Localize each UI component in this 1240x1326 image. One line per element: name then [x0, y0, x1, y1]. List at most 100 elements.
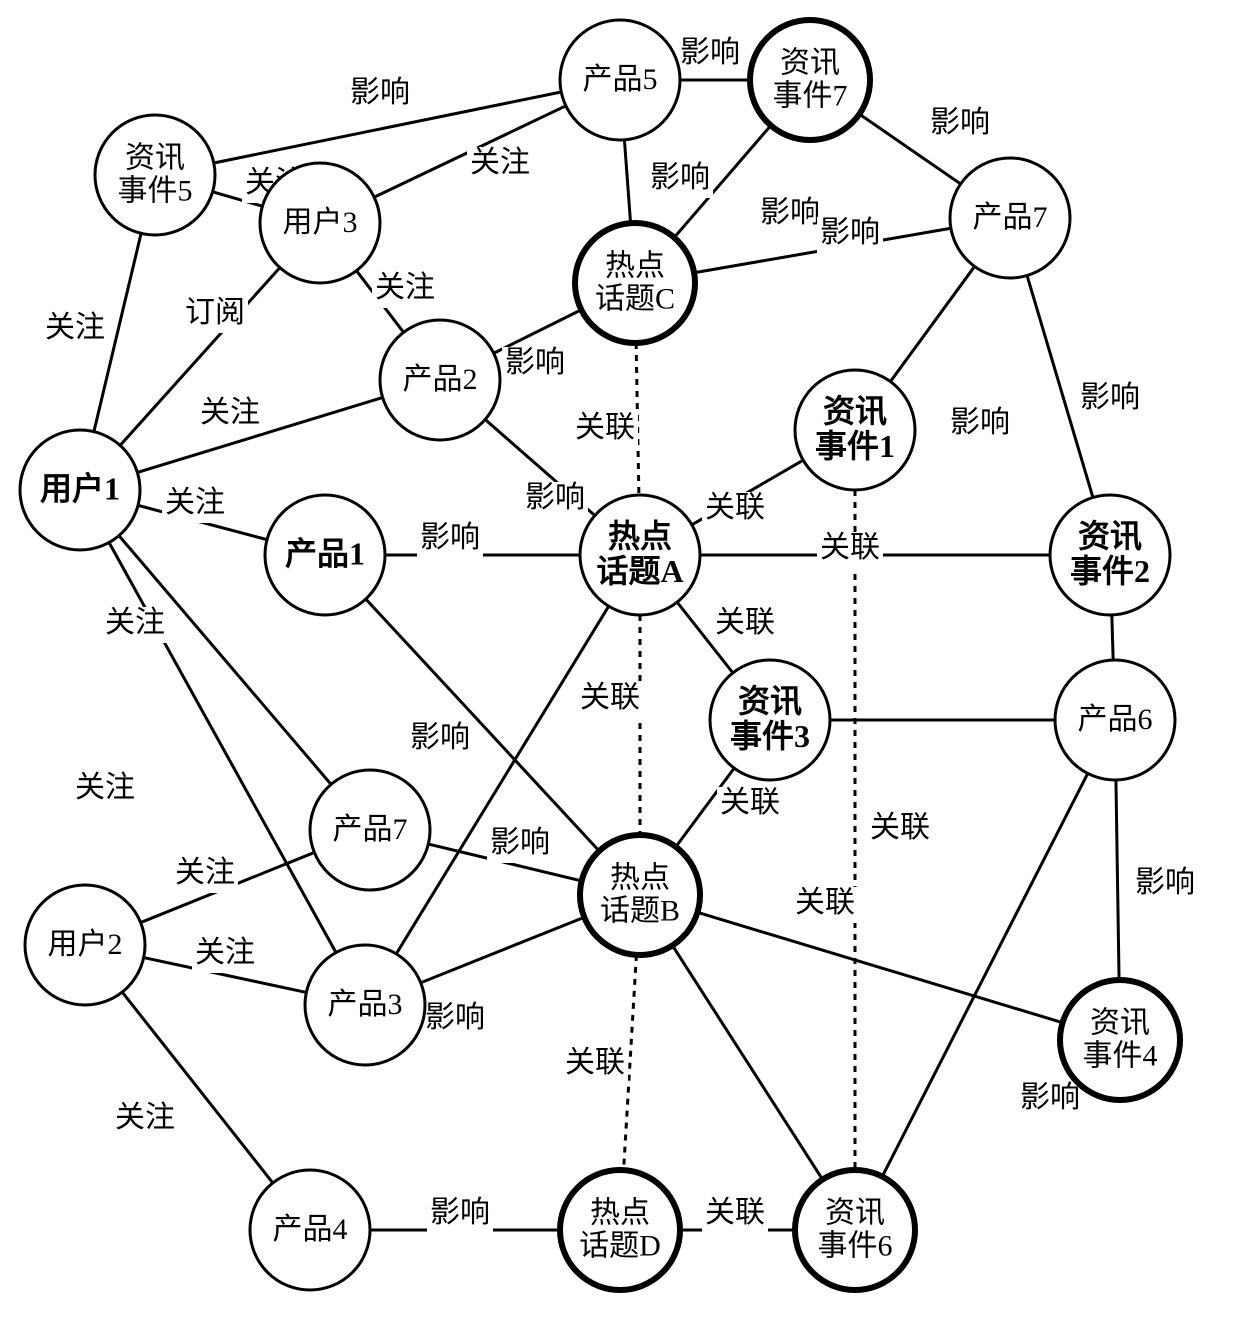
node-label: 产品2	[403, 363, 478, 396]
node-label: 资讯	[1078, 518, 1142, 554]
edge	[396, 606, 608, 954]
node-topicC: 热点话题C	[575, 223, 695, 343]
edge-label: 关联	[720, 786, 780, 819]
edge-label: 关联	[870, 811, 930, 844]
node-label: 产品3	[328, 988, 403, 1021]
edge	[1112, 615, 1113, 660]
edge-label: 影响	[505, 346, 565, 379]
edge-label: 影响	[1135, 866, 1195, 899]
node-event7: 资讯事件7	[750, 20, 870, 140]
node-label: 事件5	[118, 175, 193, 208]
edge-label: 影响	[1020, 1081, 1080, 1114]
nodes-layer: 资讯事件5用户3产品5资讯事件7产品7热点话题C产品2用户1产品1热点话题A资讯…	[20, 20, 1180, 1290]
node-label: 资讯	[780, 47, 840, 80]
edge-label: 影响	[930, 106, 990, 139]
node-label: 热点	[590, 1197, 650, 1230]
node-label: 事件1	[815, 428, 895, 464]
edge	[1116, 780, 1119, 980]
node-event5: 资讯事件5	[95, 115, 215, 235]
node-prod4: 产品4	[250, 1170, 370, 1290]
node-label: 话题B	[600, 895, 680, 928]
node-prod6: 产品6	[1055, 660, 1175, 780]
node-label: 资讯	[825, 1197, 885, 1230]
node-topicA: 热点话题A	[580, 495, 700, 615]
node-label: 产品5	[583, 63, 658, 96]
node-label: 产品7	[973, 201, 1048, 234]
edge-label: 关注	[165, 486, 225, 519]
node-label: 热点	[605, 250, 665, 283]
edge-label: 关注	[200, 396, 260, 429]
node-prod3: 产品3	[305, 945, 425, 1065]
edge-label: 影响	[650, 161, 710, 194]
node-topicB: 热点话题B	[580, 835, 700, 955]
node-event4: 资讯事件4	[1060, 980, 1180, 1100]
edge-label: 影响	[680, 36, 740, 69]
node-label: 事件3	[730, 718, 810, 754]
node-event6: 资讯事件6	[795, 1170, 915, 1290]
node-event1: 资讯事件1	[795, 370, 915, 490]
node-prod1: 产品1	[265, 495, 385, 615]
edge-label: 影响	[950, 406, 1010, 439]
edge	[890, 266, 974, 381]
node-label: 产品4	[273, 1213, 348, 1246]
edge	[624, 140, 630, 223]
node-label: 事件6	[818, 1230, 893, 1263]
node-label: 话题D	[579, 1230, 661, 1263]
edge-label: 影响	[760, 196, 820, 229]
network-diagram: 影响影响影响关注关注影响影响影响关注订阅关注影响关注关注影响关联影响关联关联影响…	[0, 0, 1240, 1326]
edge-label: 关注	[115, 1101, 175, 1134]
edge-label: 关联	[575, 411, 635, 444]
node-label: 资讯	[125, 142, 185, 175]
node-label: 话题C	[595, 283, 675, 316]
edge-label: 影响	[425, 1001, 485, 1034]
node-topicD: 热点话题D	[560, 1170, 680, 1290]
node-user1: 用户1	[20, 430, 140, 550]
edge-label: 关联	[705, 1196, 765, 1229]
edge-label: 关注	[175, 856, 235, 889]
node-prod7a: 产品7	[950, 158, 1070, 278]
edge-label: 关注	[45, 311, 105, 344]
node-label: 产品7	[333, 813, 408, 846]
node-label: 事件4	[1083, 1040, 1158, 1073]
node-label: 事件2	[1070, 553, 1150, 589]
edge-label: 影响	[1080, 381, 1140, 414]
node-user3: 用户3	[260, 163, 380, 283]
edge-label: 影响	[410, 721, 470, 754]
edge	[421, 917, 585, 982]
edge-label: 关注	[195, 936, 255, 969]
node-event2: 资讯事件2	[1050, 495, 1170, 615]
node-label: 事件7	[773, 80, 848, 113]
node-label: 资讯	[738, 683, 802, 719]
edge-label: 关联	[705, 491, 765, 524]
edge-label: 关联	[715, 606, 775, 639]
edge-label: 影响	[490, 826, 550, 859]
edge-label: 影响	[420, 521, 480, 554]
node-label: 用户3	[283, 206, 358, 239]
edge-label: 关联	[795, 886, 855, 919]
edge-label: 影响	[820, 216, 880, 249]
edge-label: 关注	[470, 146, 530, 179]
edge-label: 影响	[430, 1196, 490, 1229]
node-prod2: 产品2	[380, 320, 500, 440]
node-label: 热点	[610, 862, 670, 895]
edge-label: 关联	[580, 681, 640, 714]
edge-label: 影响	[525, 481, 585, 514]
edge-label: 订阅	[185, 296, 245, 329]
node-label: 产品6	[1078, 703, 1153, 736]
edge	[672, 945, 822, 1179]
node-label: 话题A	[596, 553, 683, 589]
node-prod7b: 产品7	[310, 770, 430, 890]
edge-label: 关注	[375, 271, 435, 304]
edge-label: 关联	[565, 1046, 625, 1079]
node-user2: 用户2	[25, 885, 145, 1005]
node-prod5: 产品5	[560, 20, 680, 140]
edge-label: 关注	[75, 771, 135, 804]
node-label: 用户1	[40, 471, 120, 507]
edge-label: 影响	[350, 76, 410, 109]
node-label: 资讯	[1090, 1007, 1150, 1040]
edge-label: 关注	[105, 606, 165, 639]
edge	[122, 992, 273, 1183]
node-label: 资讯	[823, 393, 887, 429]
node-label: 产品1	[285, 536, 365, 572]
edge-label: 关联	[820, 531, 880, 564]
